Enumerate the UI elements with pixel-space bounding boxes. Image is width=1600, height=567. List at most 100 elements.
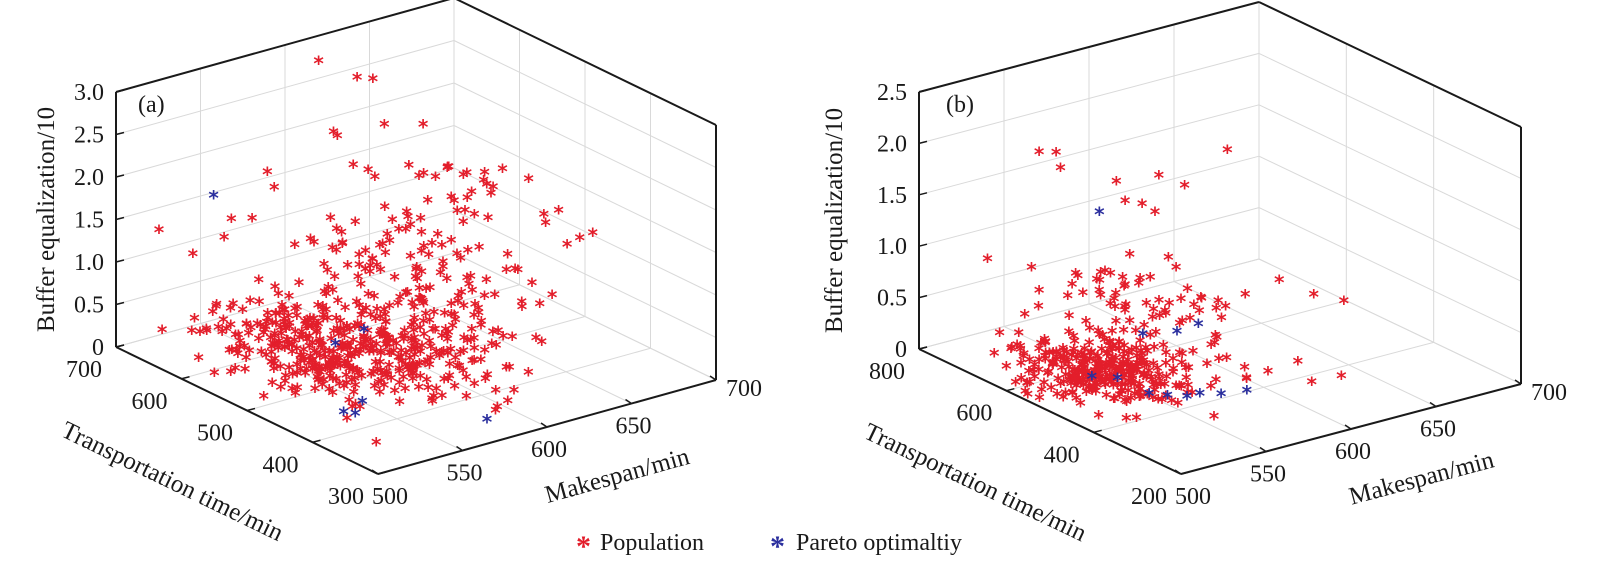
population-point: * <box>295 346 306 370</box>
transport-tick <box>312 439 321 443</box>
makespan-tick <box>540 422 548 428</box>
population-point: * <box>365 256 376 280</box>
population-point: * <box>1131 357 1142 381</box>
population-point: * <box>1016 369 1027 393</box>
population-point: * <box>1070 371 1081 395</box>
population-point: * <box>377 321 388 345</box>
population-point: * <box>325 367 336 391</box>
population-point: * <box>1105 357 1116 381</box>
population-point: * <box>1095 359 1106 383</box>
population-point: * <box>270 350 281 374</box>
population-point: * <box>307 350 318 374</box>
population-point: * <box>333 356 344 380</box>
population-point: * <box>1141 368 1152 392</box>
population-point: * <box>337 234 348 258</box>
population-point: * <box>462 188 473 212</box>
population-point: * <box>1108 390 1119 414</box>
population-point: * <box>1126 356 1137 380</box>
population-point: * <box>1128 359 1139 383</box>
transport-axis-label: Transportation time/min <box>57 417 288 547</box>
population-point: * <box>269 327 280 351</box>
population-point: * <box>1119 343 1130 367</box>
population-point: * <box>1097 340 1108 364</box>
population-point: * <box>284 318 295 342</box>
grid-line <box>453 252 717 381</box>
population-point: * <box>547 286 558 310</box>
population-point: * <box>395 288 406 312</box>
population-point: * <box>370 309 381 333</box>
grid-line <box>918 155 1260 247</box>
transport-tick-label: 500 <box>197 421 233 447</box>
z-tick-label: 1.0 <box>877 234 907 260</box>
z-axis-label: Buffer equalization/10 <box>33 107 60 332</box>
population-point: * <box>313 360 324 384</box>
population-point: * <box>1106 369 1117 393</box>
population-point: * <box>1116 382 1127 406</box>
population-point: * <box>1177 344 1188 368</box>
population-point: * <box>416 242 427 266</box>
population-point: * <box>1091 358 1102 382</box>
population-point: * <box>332 320 343 344</box>
population-point: * <box>418 237 429 261</box>
population-point: * <box>323 278 334 302</box>
population-point: * <box>523 363 534 387</box>
population-point: * <box>1110 349 1121 373</box>
population-point: * <box>437 326 448 350</box>
box-top-right-edge <box>455 0 717 126</box>
panel-label: (a) <box>138 92 165 118</box>
population-point: * <box>1084 371 1095 395</box>
population-point: * <box>428 320 439 344</box>
population-point: * <box>1123 382 1134 406</box>
population-point: * <box>240 360 251 384</box>
population-point: * <box>409 338 420 362</box>
population-point: * <box>442 157 453 181</box>
population-point: * <box>157 321 168 345</box>
population-point: * <box>344 360 355 384</box>
pareto-point: * <box>208 186 219 210</box>
population-point: * <box>1137 349 1148 373</box>
population-point: * <box>458 361 469 385</box>
population-point: * <box>1078 346 1089 370</box>
population-point: * <box>1135 352 1146 376</box>
population-point: * <box>328 122 339 146</box>
transport-tick <box>377 471 387 475</box>
population-point: * <box>347 398 358 422</box>
population-point: * <box>315 331 326 355</box>
population-point: * <box>450 310 461 334</box>
population-point: * <box>450 349 461 373</box>
population-point: * <box>1127 370 1138 394</box>
population-point: * <box>330 353 341 377</box>
population-point: * <box>1181 358 1192 382</box>
population-point: * <box>452 202 463 226</box>
population-point: * <box>449 305 460 329</box>
population-point: * <box>327 384 338 408</box>
population-point: * <box>231 341 242 365</box>
population-point: * <box>1187 383 1198 407</box>
population-point: * <box>1133 378 1144 402</box>
population-point: * <box>1212 328 1223 352</box>
population-point: * <box>269 355 280 379</box>
population-point: * <box>311 323 322 347</box>
population-point: * <box>360 330 371 354</box>
population-point: * <box>342 409 353 433</box>
population-point: * <box>407 293 418 317</box>
population-point: * <box>460 201 471 225</box>
population-point: * <box>316 335 327 359</box>
population-point: * <box>1090 352 1101 376</box>
population-point: * <box>418 164 429 188</box>
population-point: * <box>406 339 417 363</box>
population-point: * <box>1108 355 1119 379</box>
population-point: * <box>304 354 315 378</box>
population-point: * <box>438 252 449 276</box>
population-point: * <box>1069 332 1080 356</box>
population-point: * <box>418 292 429 316</box>
makespan-tick <box>1259 446 1267 453</box>
population-point: * <box>1123 351 1134 375</box>
population-point: * <box>365 263 376 287</box>
population-point: * <box>1106 350 1117 374</box>
population-point: * <box>408 356 419 380</box>
population-point: * <box>458 165 469 189</box>
population-point: * <box>461 368 472 392</box>
population-point: * <box>1078 370 1089 394</box>
population-point: * <box>408 313 419 337</box>
